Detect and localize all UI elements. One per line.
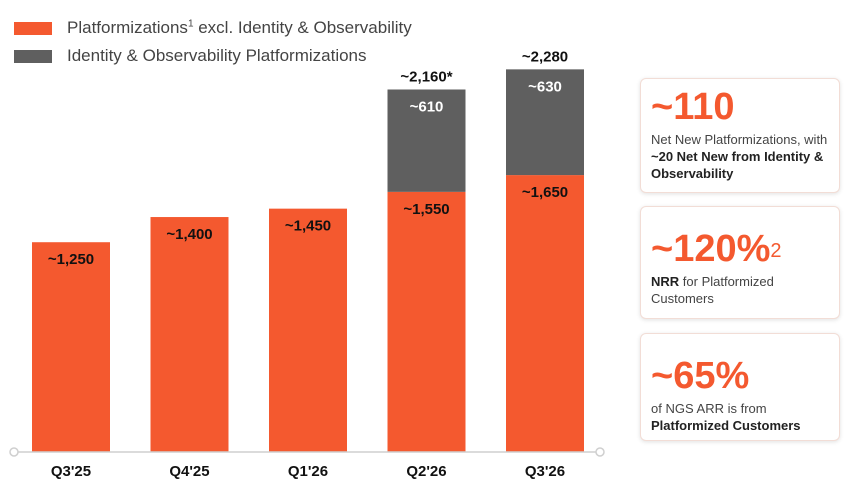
bar-value-label: ~610: [410, 98, 444, 115]
legend-item-identity-observability: Identity & Observability Platformization…: [14, 42, 412, 70]
bar-value-label: ~1,250: [48, 251, 94, 268]
bar-value-label: ~1,550: [403, 201, 449, 218]
bar-total-label: ~2,280: [522, 48, 568, 65]
stat-description: Net New Platformizations, with ~20 Net N…: [651, 132, 828, 181]
stat-value: ~120%2: [651, 228, 782, 270]
x-tick-label: Q3'25: [51, 463, 91, 480]
legend-label: Platformizations1 excl. Identity & Obser…: [67, 18, 412, 37]
stat-value: ~110: [651, 86, 735, 128]
bar-value-label: ~1,650: [522, 184, 568, 201]
x-tick-label: Q2'26: [406, 463, 446, 480]
bar-segment: [150, 217, 229, 452]
bar-segment: [506, 175, 584, 452]
bar-value-label: ~630: [528, 78, 562, 95]
stat-description: NRR for Platformized Customers: [651, 274, 774, 306]
axis-end-dot: [595, 447, 605, 457]
bar-segment: [387, 191, 466, 452]
x-tick-label: Q1'26: [288, 463, 328, 480]
bar-segment: [506, 69, 584, 176]
bar-segment: [387, 89, 466, 192]
stat-card-net-new: ~110 Net New Platformizations, with ~20 …: [640, 78, 840, 193]
axis-end-dot: [9, 447, 19, 457]
legend-swatch-gray: [14, 49, 52, 63]
legend-item-platformizations: Platformizations1 excl. Identity & Obser…: [14, 14, 412, 42]
x-tick-label: Q4'25: [169, 463, 209, 480]
bar-segment: [269, 208, 347, 452]
stat-value: ~65%: [651, 355, 750, 397]
legend-label: Identity & Observability Platformization…: [67, 46, 367, 65]
bar-total-label: ~2,160*: [400, 68, 452, 85]
stat-card-nrr: ~120%2 NRR for Platformized Customers: [640, 206, 840, 319]
bar-value-label: ~1,450: [285, 218, 331, 235]
chart-legend: Platformizations1 excl. Identity & Obser…: [14, 14, 412, 70]
bar-value-label: ~1,400: [166, 226, 212, 243]
bar-segment: [32, 242, 110, 452]
stat-card-ngs-arr: ~65% of NGS ARR is from Platformized Cus…: [640, 333, 840, 441]
x-tick-label: Q3'26: [525, 463, 565, 480]
stat-description: of NGS ARR is from Platformized Customer…: [651, 401, 801, 433]
legend-swatch-orange: [14, 21, 52, 35]
